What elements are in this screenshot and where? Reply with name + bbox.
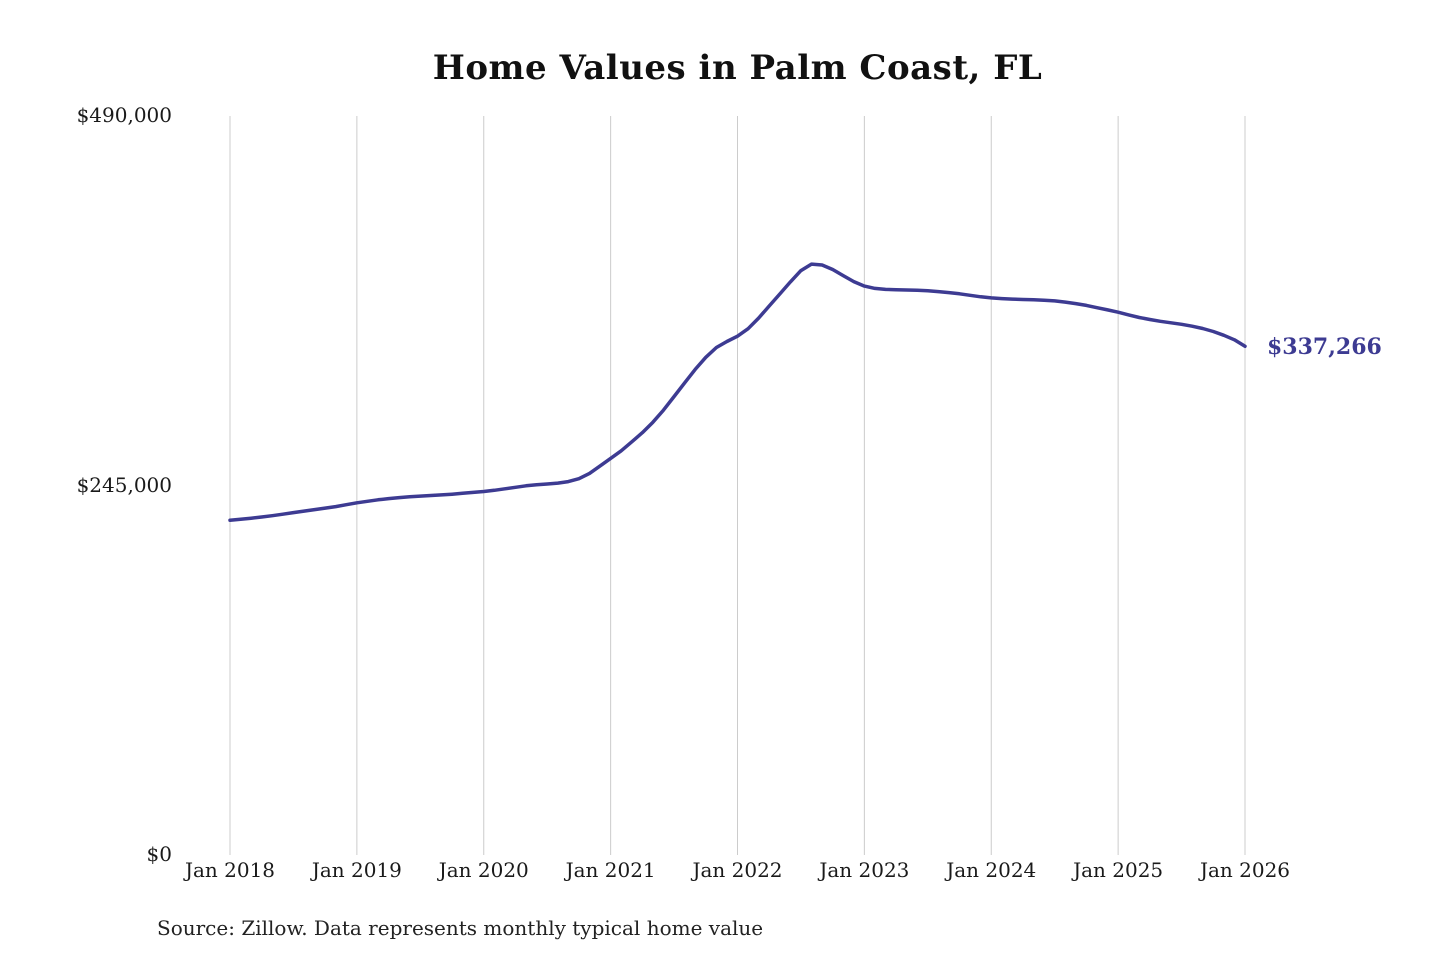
x-tick-label: Jan 2025 bbox=[1073, 858, 1164, 882]
y-tick-label: $0 bbox=[146, 842, 172, 866]
home-value-line-series bbox=[228, 262, 1247, 522]
y-tick-label: $490,000 bbox=[76, 103, 172, 127]
x-tick-label: Jan 2023 bbox=[819, 858, 910, 882]
latest-value-label: $337,266 bbox=[1267, 334, 1382, 361]
y-tick-label: $245,000 bbox=[76, 472, 172, 497]
vertical-gridlines bbox=[229, 116, 1246, 855]
x-tick-label: Jan 2018 bbox=[184, 858, 276, 882]
x-tick-label: Jan 2021 bbox=[565, 858, 656, 882]
x-tick-label: Jan 2026 bbox=[1199, 858, 1291, 882]
chart-title: Home Values in Palm Coast, FL bbox=[432, 48, 1043, 88]
x-tick-label: Jan 2020 bbox=[438, 858, 529, 882]
x-tick-label: Jan 2019 bbox=[311, 858, 402, 882]
x-tick-label: Jan 2024 bbox=[946, 858, 1037, 882]
source-note: Source: Zillow. Data represents monthly … bbox=[157, 916, 764, 940]
x-tick-label: Jan 2022 bbox=[692, 858, 783, 882]
